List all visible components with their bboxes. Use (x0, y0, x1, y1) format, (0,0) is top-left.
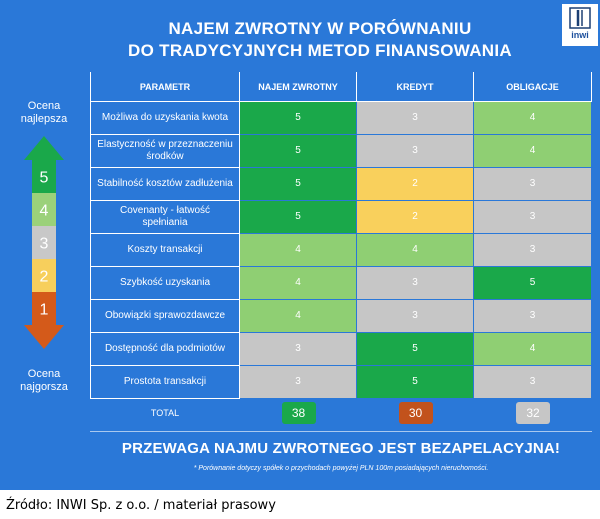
total-label: TOTAL (150, 408, 180, 418)
scale-segment-3 (32, 226, 56, 259)
total-badge: 30 (398, 402, 433, 424)
score-cell: 4 (357, 234, 474, 267)
table-row: Prostota transakcji 3 5 3 (90, 366, 592, 399)
parameter-label: Szybkość uzyskania (90, 267, 240, 300)
scale-bottom-label-line-1: Ocena (27, 368, 61, 380)
score-cell: 3 (357, 267, 474, 300)
scale-top-label-line-2: najlepsza (20, 113, 68, 125)
parameter-label: Dostępność dla podmiotów (90, 333, 240, 366)
score-cell: 3 (474, 234, 592, 267)
header-obligacje: OBLIGACJE (474, 72, 592, 102)
scale-segment-5 (24, 136, 64, 193)
score-cell: 3 (357, 135, 474, 168)
score-cell: 4 (474, 135, 592, 168)
table-row: Obowiązki sprawozdawcze 4 3 3 (90, 300, 592, 333)
table-row: Covenanty - łatwość spełniania 5 2 3 (90, 201, 592, 234)
scale-segment-4 (32, 193, 56, 226)
parameter-label: Obowiązki sprawozdawcze (90, 300, 240, 333)
total-obligacje-cell: 32 (474, 399, 592, 427)
score-cell: 4 (474, 102, 592, 135)
table-row: Dostępność dla podmiotów 3 5 4 (90, 333, 592, 366)
comparison-table: PARAMETR NAJEM ZWROTNY KREDYT OBLIGACJE … (90, 72, 592, 427)
score-cell: 3 (357, 102, 474, 135)
scale-value-3: 3 (40, 236, 49, 253)
score-cell: 5 (240, 201, 357, 234)
footer-divider (90, 431, 592, 432)
scale-top-label-line-1: Ocena (27, 100, 61, 112)
score-cell: 5 (474, 267, 592, 300)
title-line-1: NAJEM ZWROTNY W PORÓWNANIU (168, 19, 472, 38)
header-parametr: PARAMETR (90, 72, 240, 102)
score-cell: 3 (240, 333, 357, 366)
source-caption: Źródło: INWI Sp. z o.o. / materiał praso… (6, 498, 276, 513)
inwi-logo: inwi (562, 4, 598, 46)
scale-value-2: 2 (40, 269, 49, 286)
score-cell: 5 (357, 366, 474, 399)
parameter-label: Covenanty - łatwość spełniania (90, 201, 240, 234)
parameter-label: Stabilność kosztów zadłużenia (90, 168, 240, 201)
scale-bottom-label-line-2: najgorsza (20, 381, 68, 393)
total-badge: 32 (516, 402, 550, 424)
parameter-label: Elastyczność w przeznaczeniu środków (90, 135, 240, 168)
table-row: Elastyczność w przeznaczeniu środków 5 3 4 (90, 135, 592, 168)
score-cell: 2 (357, 201, 474, 234)
score-cell: 3 (240, 366, 357, 399)
score-cell: 2 (357, 168, 474, 201)
scale-top-label: Ocena najlepsza (0, 100, 88, 126)
score-cell: 5 (240, 135, 357, 168)
score-cell: 3 (474, 201, 592, 234)
scale-value-4: 4 (40, 203, 49, 220)
score-cell: 4 (240, 267, 357, 300)
scale-bottom-label: Ocena najgorsza (0, 368, 88, 394)
score-cell: 4 (240, 234, 357, 267)
scale-value-5: 5 (40, 170, 49, 187)
parameter-label: Prostota transakcji (90, 366, 240, 399)
scale-segment-1 (24, 292, 64, 349)
total-kredyt-cell: 30 (357, 399, 474, 427)
scale-segment-2 (32, 259, 56, 292)
title-line-2: DO TRADYCYJNYCH METOD FINANSOWANIA (128, 41, 512, 60)
rating-scale-arrow: 5 4 3 2 1 (24, 136, 64, 349)
scale-value-1: 1 (40, 302, 49, 319)
score-cell: 5 (240, 168, 357, 201)
score-cell: 5 (357, 333, 474, 366)
score-cell: 5 (240, 102, 357, 135)
table-header-row: PARAMETR NAJEM ZWROTNY KREDYT OBLIGACJE (90, 72, 592, 102)
table-row: Szybkość uzyskania 4 3 5 (90, 267, 592, 300)
footnote: * Porównanie dotyczy spółek o przychodac… (193, 465, 489, 472)
table-row: Koszty transakcji 4 4 3 (90, 234, 592, 267)
headline: PRZEWAGA NAJMU ZWROTNEGO JEST BEZAPELACY… (121, 440, 561, 457)
inwi-logo-icon (569, 7, 591, 29)
table-row: Stabilność kosztów zadłużenia 5 2 3 (90, 168, 592, 201)
infographic-panel: NAJEM ZWROTNY W PORÓWNANIU DO TRADYCYJNY… (0, 0, 600, 490)
score-cell: 4 (240, 300, 357, 333)
parameter-label: Koszty transakcji (90, 234, 240, 267)
parameter-label: Możliwa do uzyskania kwota (90, 102, 240, 135)
score-cell: 3 (474, 366, 592, 399)
header-najem-zwrotny: NAJEM ZWROTNY (240, 72, 357, 102)
logo-text: inwi (571, 30, 589, 40)
table-row: Możliwa do uzyskania kwota 5 3 4 (90, 102, 592, 135)
score-cell: 3 (474, 300, 592, 333)
header-kredyt: KREDYT (357, 72, 474, 102)
total-najem-cell: 38 (240, 399, 357, 427)
score-cell: 4 (474, 333, 592, 366)
total-row: TOTAL 38 30 32 (90, 399, 592, 427)
infographic-title: NAJEM ZWROTNY W PORÓWNANIU DO TRADYCYJNY… (90, 18, 550, 62)
score-cell: 3 (357, 300, 474, 333)
table-body: Możliwa do uzyskania kwota 5 3 4 Elastycznoś… (90, 102, 592, 399)
total-badge: 38 (281, 402, 316, 424)
score-cell: 3 (474, 168, 592, 201)
